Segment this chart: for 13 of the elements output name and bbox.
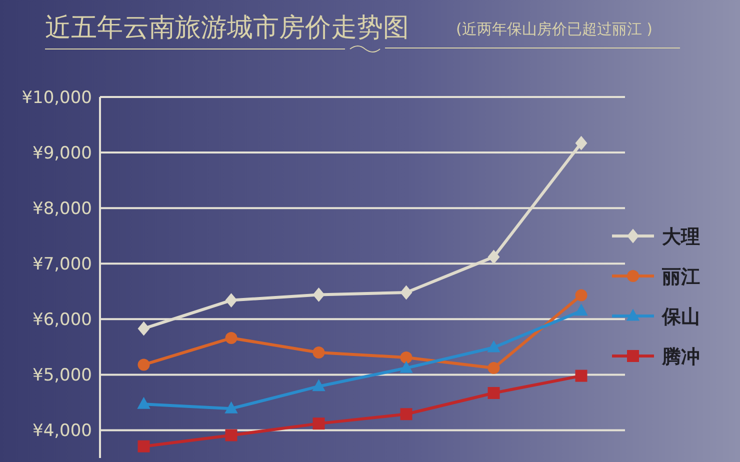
ytick-label: ¥7,000	[32, 254, 92, 275]
legend-label: 大理	[662, 226, 700, 248]
legend-label: 保山	[662, 306, 700, 328]
legend-label: 腾冲	[662, 346, 700, 368]
subtitle: (近两年保山房价已超过丽江 )	[456, 20, 652, 38]
legend-label: 丽江	[662, 266, 700, 288]
ytick-label: ¥10,000	[22, 88, 92, 108]
ytick-label: ¥4,000	[32, 421, 92, 442]
ytick-label: ¥6,000	[32, 310, 92, 330]
ytick-label: ¥9,000	[32, 144, 92, 164]
title: 近五年云南旅游城市房价走势图	[45, 13, 409, 43]
ytick-label: ¥8,000	[32, 199, 92, 220]
ytick-label: ¥5,000	[32, 366, 92, 386]
